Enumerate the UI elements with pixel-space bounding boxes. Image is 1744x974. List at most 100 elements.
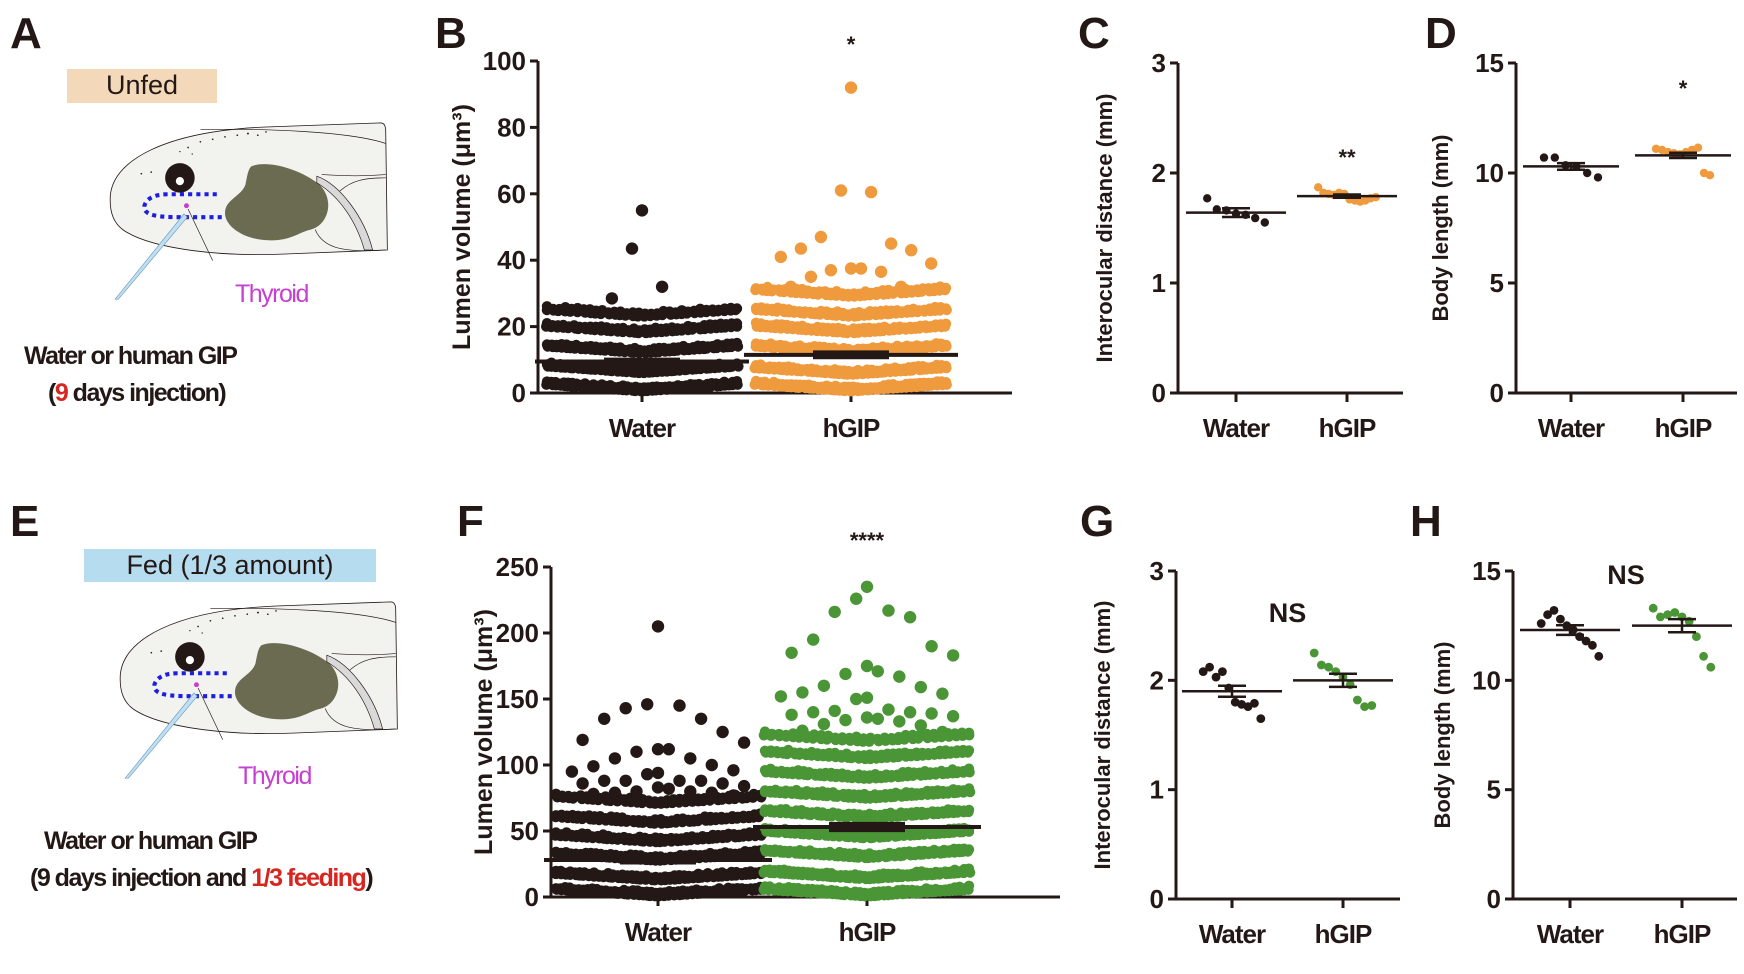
caption-e-feeding: 1/3 feeding xyxy=(251,864,367,892)
panel-letter-f: F xyxy=(457,497,484,546)
panel-b-outlier-point xyxy=(874,265,888,278)
panel-f-outlier-point xyxy=(598,712,611,725)
panel-b-data-point xyxy=(941,362,952,374)
panel-f-outlier-point xyxy=(925,640,938,653)
panel-letter-c: C xyxy=(1078,9,1110,58)
panel-f-outlier-point xyxy=(608,752,622,765)
panel-b-y-tick-label: 20 xyxy=(497,312,526,342)
panel-f-outlier-point xyxy=(587,787,600,801)
panel-f-outlier-point xyxy=(850,592,863,605)
caption-e-line2: (9 days injection and 1/3 feeding) xyxy=(30,864,374,893)
panel-f-outlier-point xyxy=(662,782,675,795)
panel-f-outlier-point xyxy=(565,765,579,778)
panel-f-outlier-point xyxy=(651,620,665,633)
panel-g-data-point xyxy=(1353,695,1362,705)
panel-d-series-hgip xyxy=(1635,143,1731,180)
panel-g-data-point xyxy=(1218,667,1227,676)
panel-h-data-point xyxy=(1663,610,1672,620)
panel-f-y-tick-label: 250 xyxy=(496,552,539,582)
panel-f-outlier-point xyxy=(893,670,906,683)
panel-f-outlier-point xyxy=(716,725,729,739)
panel-f-outlier-point xyxy=(684,752,697,765)
panel-b-outlier-point xyxy=(655,280,669,293)
panel-b-significance-label: * xyxy=(847,32,856,57)
panel-f-outlier-point xyxy=(641,698,654,711)
panel-b-outlier-point xyxy=(925,257,938,270)
panel-h-y-tick-label: 10 xyxy=(1472,665,1501,695)
panel-b-outlier-point xyxy=(625,242,639,255)
panel-f-outlier-point xyxy=(903,706,917,719)
panel-f-data-point xyxy=(899,734,910,745)
panel-f-outlier-point xyxy=(860,691,874,704)
panel-b-chart: 0 20 40 60 80 100 Water hGIP Lumen volume (μm³) * xyxy=(448,32,1012,443)
panel-f-outlier-point xyxy=(694,712,708,725)
panel-d-y-tick-label: 5 xyxy=(1490,268,1504,298)
panel-g-data-point xyxy=(1205,662,1214,672)
panel-b-y-tick-label: 0 xyxy=(512,378,526,408)
panel-f-outlier-point xyxy=(914,719,927,732)
panel-d-data-point xyxy=(1593,173,1603,182)
panel-h-data-point xyxy=(1556,614,1565,624)
panel-f-outlier-point xyxy=(850,692,863,706)
panel-f-outlier-point xyxy=(608,786,622,799)
panel-b-x-tick-label: Water xyxy=(609,413,676,443)
panel-c-series-water xyxy=(1186,194,1286,227)
panel-f-data-point xyxy=(963,806,974,818)
panel-f-chart: 0 50 100 150 200 250 Water hGIP Lumen volume (μm… xyxy=(470,528,1060,947)
panel-f-outlier-point xyxy=(925,707,938,720)
panel-f-outlier-point xyxy=(936,725,949,739)
panel-h-data-point xyxy=(1648,603,1658,613)
panel-g-y-axis-label: Interocular distance (mm) xyxy=(1090,601,1115,870)
panel-d-data-point xyxy=(1550,153,1560,162)
panel-g-data-point xyxy=(1250,698,1259,708)
panel-f-data-point xyxy=(963,826,975,837)
caption-e-line2-post: ) xyxy=(365,864,373,892)
panel-f-outlier-point xyxy=(839,713,852,727)
panel-c-y-axis-label: Interocular distance (mm) xyxy=(1092,94,1117,363)
panel-f-outlier-point xyxy=(673,699,686,712)
panel-f-outlier-point xyxy=(705,758,718,772)
panel-letter-e: E xyxy=(10,497,40,546)
panel-b-outlier-point xyxy=(864,185,878,199)
panel-f-outlier-point xyxy=(737,779,751,793)
panel-b-outlier-point xyxy=(635,204,649,217)
panel-f-outlier-point xyxy=(587,760,600,773)
panel-f-outlier-point xyxy=(651,743,665,756)
panel-letter-h: H xyxy=(1410,497,1442,546)
panel-f-outlier-point xyxy=(727,764,740,777)
panel-f-significance-label: **** xyxy=(850,528,885,553)
panel-b-data-point xyxy=(941,304,952,316)
panel-b-outlier-point xyxy=(585,305,599,318)
panel-f-data-point xyxy=(964,786,976,798)
panel-b-outlier-point xyxy=(774,250,787,264)
thyroid-label-e: Thyroid xyxy=(238,762,312,790)
caption-e-line1: Water or human GIP xyxy=(44,827,258,855)
panel-f-series-water xyxy=(544,620,772,902)
panel-h-significance-label: NS xyxy=(1607,560,1645,590)
panel-b-data-point xyxy=(732,379,743,390)
panel-f-outlier-point xyxy=(796,724,809,737)
panel-h-y-tick-label: 0 xyxy=(1487,884,1501,914)
panel-f-data-point xyxy=(765,730,777,741)
panel-c-y-tick-label: 2 xyxy=(1152,158,1166,188)
panel-f-outlier-point xyxy=(946,649,960,662)
panel-g-y-tick-label: 3 xyxy=(1150,556,1164,586)
panel-g-data-point xyxy=(1317,660,1326,670)
panel-h-data-point xyxy=(1706,662,1716,672)
caption-a-line1: Water or human GIP xyxy=(24,342,238,370)
panel-d-y-tick-label: 10 xyxy=(1475,158,1504,188)
panel-d-significance-label: * xyxy=(1679,76,1688,101)
panel-b-outlier-point xyxy=(905,244,918,257)
panel-d-x-tick-label: hGIP xyxy=(1655,413,1712,443)
panel-g-series-hgip xyxy=(1293,648,1393,711)
panel-b-outlier-point xyxy=(844,81,858,94)
panel-b-data-point xyxy=(730,304,741,316)
panel-f-outlier-point xyxy=(630,785,643,798)
panel-h-x-tick-label: Water xyxy=(1537,919,1604,949)
panel-c-x-tick-label: Water xyxy=(1203,413,1270,443)
panel-f-outlier-point xyxy=(871,712,884,725)
panel-f-outlier-point xyxy=(576,777,589,790)
panel-f-outlier-point xyxy=(903,611,917,624)
panel-f-data-point xyxy=(962,846,974,857)
